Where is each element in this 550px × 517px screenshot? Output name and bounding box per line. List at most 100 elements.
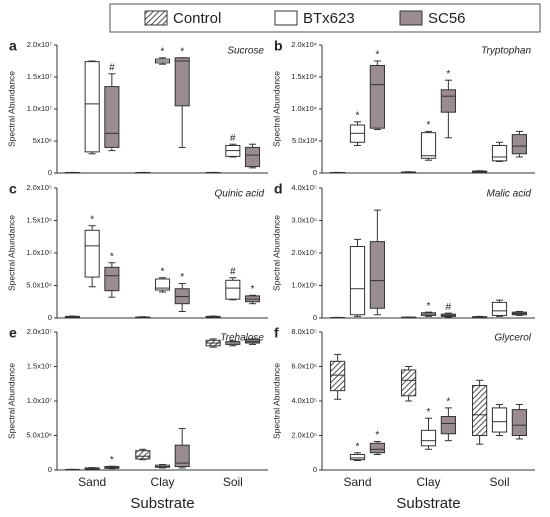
box	[84, 229, 100, 278]
legend-label: SC56	[428, 10, 466, 27]
significance-mark: *	[90, 214, 94, 225]
x-axis-label: Substrate	[130, 495, 194, 512]
y-axis-label: Spectral Abundance	[6, 215, 16, 291]
y-tick-label: 1.5x10⁷	[27, 361, 53, 370]
y-tick-label: 0	[313, 465, 317, 474]
y-tick-label: 3.0x10⁵	[291, 215, 317, 224]
significance-mark: *	[110, 455, 114, 466]
significance-mark: #	[109, 62, 115, 73]
y-tick-label: 2.0x10⁵	[291, 248, 317, 257]
y-tick-label: 0	[48, 168, 52, 177]
box	[349, 453, 366, 461]
panel-title: Tryptophan	[481, 46, 531, 57]
y-tick-label: 0	[313, 313, 317, 322]
panel-letter: a	[9, 38, 17, 54]
box	[135, 450, 151, 460]
significance-mark: #	[230, 133, 236, 144]
y-tick-label: 2.0x10⁷	[27, 40, 53, 49]
box	[420, 429, 437, 447]
x-tick-label: Soil	[223, 475, 243, 489]
significance-mark: *	[427, 407, 431, 418]
y-tick-label: 5x10⁶	[33, 136, 52, 145]
y-tick-label: 1.5x10⁷	[27, 72, 53, 81]
panel-title: Glycerol	[494, 333, 531, 344]
y-tick-label: 2.0x10⁴	[291, 40, 317, 49]
x-tick-label: Soil	[489, 475, 509, 489]
legend-swatch	[399, 10, 423, 26]
significance-mark: *	[446, 397, 450, 408]
y-tick-label: 2.0x10⁵	[26, 183, 52, 192]
x-tick-label: Clay	[150, 475, 174, 489]
significance-mark: *	[161, 266, 165, 277]
y-tick-label: 5.0x10³	[292, 136, 318, 145]
box	[440, 89, 456, 113]
y-tick-label: 2.0x10⁷	[27, 327, 53, 336]
box	[491, 144, 508, 162]
x-axis-label: Substrate	[396, 495, 460, 512]
legend-label: BTx623	[303, 10, 355, 27]
y-axis-label: Spectral Abundance	[271, 215, 281, 291]
box	[154, 278, 171, 291]
box	[330, 360, 346, 392]
box	[401, 369, 417, 397]
y-axis-label: Spectral Abundance	[6, 71, 16, 147]
legend-frame	[109, 3, 541, 33]
y-tick-label: 4.0x10⁵	[291, 183, 317, 192]
box	[511, 134, 527, 155]
panel-letter: d	[274, 181, 283, 197]
panel-letter: f	[274, 325, 279, 341]
y-tick-label: 2.0x10⁵	[291, 430, 317, 439]
significance-mark: *	[356, 441, 360, 452]
y-tick-label: 1.0x10⁵	[291, 280, 317, 289]
legend-label: Control	[173, 10, 221, 27]
box	[511, 409, 527, 436]
box	[369, 442, 385, 454]
y-axis-label: Spectral Abundance	[271, 363, 281, 439]
significance-mark: *	[427, 301, 431, 312]
panel-letter: c	[9, 181, 17, 197]
y-tick-label: 1.0x10⁷	[27, 396, 53, 405]
y-tick-label: 1.5x10⁴	[291, 72, 317, 81]
box	[174, 444, 190, 468]
box	[244, 146, 261, 168]
significance-mark: *	[427, 120, 431, 131]
box	[369, 241, 385, 309]
significance-mark: #	[230, 266, 236, 277]
box	[349, 246, 366, 316]
y-axis-label: Spectral Abundance	[271, 71, 281, 147]
box	[225, 279, 241, 300]
significance-mark: *	[375, 430, 379, 441]
box	[440, 416, 456, 435]
box	[104, 266, 120, 292]
box	[104, 86, 120, 148]
panel-title: Malic acid	[487, 189, 532, 200]
panel-letter: b	[274, 38, 283, 54]
significance-mark: *	[356, 110, 360, 121]
legend-swatch	[274, 10, 298, 26]
x-tick-label: Sand	[343, 475, 371, 489]
panel-title: Sucrose	[227, 46, 264, 57]
panel-title: Quinic acid	[215, 189, 265, 200]
y-tick-label: 0	[48, 313, 52, 322]
y-tick-label: 1.0x10⁷	[27, 104, 53, 113]
box	[369, 64, 385, 129]
y-tick-label: 1.5x10⁵	[26, 215, 52, 224]
y-tick-label: 0	[48, 465, 52, 474]
box	[472, 384, 488, 437]
significance-mark: *	[446, 69, 450, 80]
box	[174, 57, 190, 107]
x-tick-label: Sand	[78, 475, 106, 489]
y-tick-label: 5.0x10⁴	[26, 280, 52, 289]
y-tick-label: 5.0x10⁶	[26, 430, 52, 439]
legend-swatch	[144, 10, 168, 26]
x-tick-label: Clay	[416, 475, 440, 489]
y-tick-label: 8.0x10⁵	[291, 327, 317, 336]
significance-mark: *	[161, 46, 165, 57]
box	[491, 301, 508, 316]
significance-mark: *	[180, 272, 184, 283]
y-tick-label: 1.0x10⁵	[26, 248, 52, 257]
panel-title: Trehalose	[220, 333, 264, 344]
y-tick-label: 0	[313, 168, 317, 177]
significance-mark: *	[180, 46, 184, 57]
